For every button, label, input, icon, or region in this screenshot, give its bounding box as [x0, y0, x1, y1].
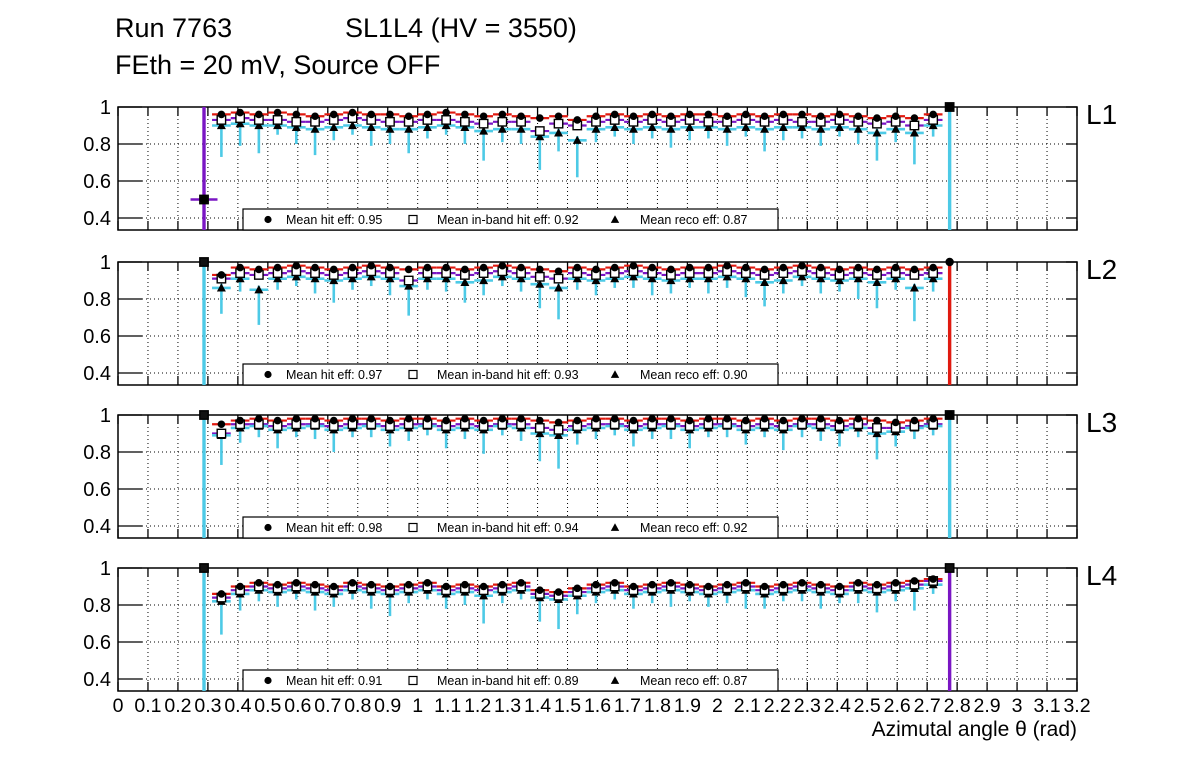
svg-text:Mean in-band hit eff: 0.94: Mean in-band hit eff: 0.94 — [437, 521, 579, 535]
svg-text:1.1: 1.1 — [434, 695, 461, 717]
svg-text:1.5: 1.5 — [554, 695, 581, 717]
svg-text:0.5: 0.5 — [254, 695, 281, 717]
svg-text:1.6: 1.6 — [584, 695, 611, 717]
svg-text:1: 1 — [100, 405, 111, 427]
svg-text:0.6: 0.6 — [83, 632, 111, 654]
svg-text:Mean reco eff: 0.92: Mean reco eff: 0.92 — [640, 521, 748, 535]
svg-text:Mean in-band hit eff: 0.89: Mean in-band hit eff: 0.89 — [437, 674, 579, 688]
legend-L4: Mean hit eff: 0.91 Mean in-band hit eff: … — [242, 669, 779, 692]
svg-text:1: 1 — [100, 252, 111, 274]
svg-text:0.9: 0.9 — [374, 695, 401, 717]
svg-text:0.4: 0.4 — [83, 516, 111, 538]
panel-L3: Mean hit eff: 0.98 Mean in-band hit eff: … — [83, 405, 1078, 539]
svg-text:0.6: 0.6 — [83, 171, 111, 193]
svg-text:1.2: 1.2 — [464, 695, 491, 717]
svg-text:3: 3 — [1012, 695, 1023, 717]
svg-text:1: 1 — [100, 97, 111, 119]
svg-text:0.7: 0.7 — [314, 695, 341, 717]
svg-text:2: 2 — [712, 695, 723, 717]
svg-text:1.4: 1.4 — [524, 695, 551, 717]
svg-text:2.7: 2.7 — [914, 695, 941, 717]
svg-text:0.4: 0.4 — [83, 208, 111, 230]
markers-L4 — [199, 563, 955, 605]
svg-text:0.4: 0.4 — [83, 363, 111, 385]
panel-label-l4: L4 — [1086, 560, 1118, 591]
chamber-title: SL1L4 (HV = 3550) — [345, 13, 577, 43]
markers-L3 — [199, 410, 955, 439]
svg-text:1.3: 1.3 — [494, 695, 521, 717]
svg-text:0.8: 0.8 — [83, 595, 111, 617]
svg-text:Mean hit eff: 0.97: Mean hit eff: 0.97 — [286, 368, 382, 382]
svg-text:0.8: 0.8 — [344, 695, 371, 717]
markers-L1 — [199, 102, 955, 205]
svg-text:2.6: 2.6 — [884, 695, 911, 717]
svg-text:Mean hit eff: 0.98: Mean hit eff: 0.98 — [286, 521, 382, 535]
y-tick-labels-L1: 1 0.8 0.6 0.4 — [83, 97, 111, 230]
outlier-bars-L3 — [202, 415, 952, 538]
svg-text:0.8: 0.8 — [83, 289, 111, 311]
svg-text:Mean in-band hit eff: 0.93: Mean in-band hit eff: 0.93 — [437, 368, 579, 382]
svg-text:Mean hit eff: 0.91: Mean hit eff: 0.91 — [286, 674, 382, 688]
svg-text:3.1: 3.1 — [1033, 695, 1060, 717]
legend-L1: Mean hit eff: 0.95 Mean in-band hit eff: … — [242, 208, 779, 231]
panel-L4: Mean hit eff: 0.91 Mean in-band hit eff: … — [83, 558, 1078, 692]
legend-L3: Mean hit eff: 0.98 Mean in-band hit eff: … — [242, 516, 779, 539]
outlier-bars-L2 — [202, 262, 952, 385]
svg-text:1.8: 1.8 — [644, 695, 671, 717]
svg-text:2.5: 2.5 — [854, 695, 881, 717]
svg-text:1: 1 — [100, 558, 111, 580]
svg-text:0: 0 — [113, 695, 124, 717]
svg-text:0.6: 0.6 — [284, 695, 311, 717]
y-tick-labels-L4: 1 0.8 0.6 0.4 — [83, 558, 111, 691]
outlier-bars-L4 — [202, 568, 952, 691]
svg-text:2.9: 2.9 — [974, 695, 1001, 717]
svg-text:0.6: 0.6 — [83, 326, 111, 348]
svg-text:0.4: 0.4 — [83, 669, 111, 691]
svg-text:0.8: 0.8 — [83, 134, 111, 156]
svg-text:0.6: 0.6 — [83, 479, 111, 501]
svg-text:0.2: 0.2 — [164, 695, 191, 717]
svg-text:3.2: 3.2 — [1063, 695, 1090, 717]
legend-L2: Mean hit eff: 0.97 Mean in-band hit eff: … — [242, 363, 779, 386]
svg-text:1: 1 — [412, 695, 423, 717]
y-tick-labels-L2: 1 0.8 0.6 0.4 — [83, 252, 111, 385]
markers-L2 — [199, 257, 954, 294]
panel-L2: Mean hit eff: 0.97 Mean in-band hit eff: … — [83, 252, 1078, 386]
svg-text:2.4: 2.4 — [824, 695, 851, 717]
panel-label-l2: L2 — [1086, 254, 1118, 285]
x-axis-title: Azimutal angle θ (rad) — [871, 718, 1077, 741]
svg-text:0.3: 0.3 — [194, 695, 221, 717]
panel-label-l1: L1 — [1086, 99, 1118, 130]
conditions-title: FEth = 20 mV, Source OFF — [115, 50, 441, 80]
run-title: Run 7763 — [115, 13, 233, 43]
svg-text:0.4: 0.4 — [224, 695, 251, 717]
svg-text:2.3: 2.3 — [794, 695, 821, 717]
svg-text:1.9: 1.9 — [674, 695, 701, 717]
svg-text:1.7: 1.7 — [614, 695, 641, 717]
svg-text:2.2: 2.2 — [764, 695, 791, 717]
svg-text:0.8: 0.8 — [83, 442, 111, 464]
svg-text:Mean hit eff: 0.95: Mean hit eff: 0.95 — [286, 213, 382, 227]
y-tick-labels-L3: 1 0.8 0.6 0.4 — [83, 405, 111, 538]
svg-text:2.8: 2.8 — [944, 695, 971, 717]
svg-text:2.1: 2.1 — [734, 695, 761, 717]
grid-L2 — [118, 262, 1077, 385]
x-tick-labels: 0 0.1 0.2 0.3 0.4 0.5 0.6 0.7 0.8 0.9 1 1.1 1.2 1.3 1.… — [113, 695, 1091, 717]
panel-L1: Mean hit eff: 0.95 Mean in-band hit eff: … — [83, 97, 1078, 231]
svg-text:0.1: 0.1 — [134, 695, 161, 717]
svg-text:Mean reco eff: 0.90: Mean reco eff: 0.90 — [640, 368, 748, 382]
svg-text:Mean reco eff: 0.87: Mean reco eff: 0.87 — [640, 213, 748, 227]
panel-label-l3: L3 — [1086, 407, 1118, 438]
svg-text:Mean reco eff: 0.87: Mean reco eff: 0.87 — [640, 674, 748, 688]
svg-text:Mean in-band hit eff: 0.92: Mean in-band hit eff: 0.92 — [437, 213, 579, 227]
